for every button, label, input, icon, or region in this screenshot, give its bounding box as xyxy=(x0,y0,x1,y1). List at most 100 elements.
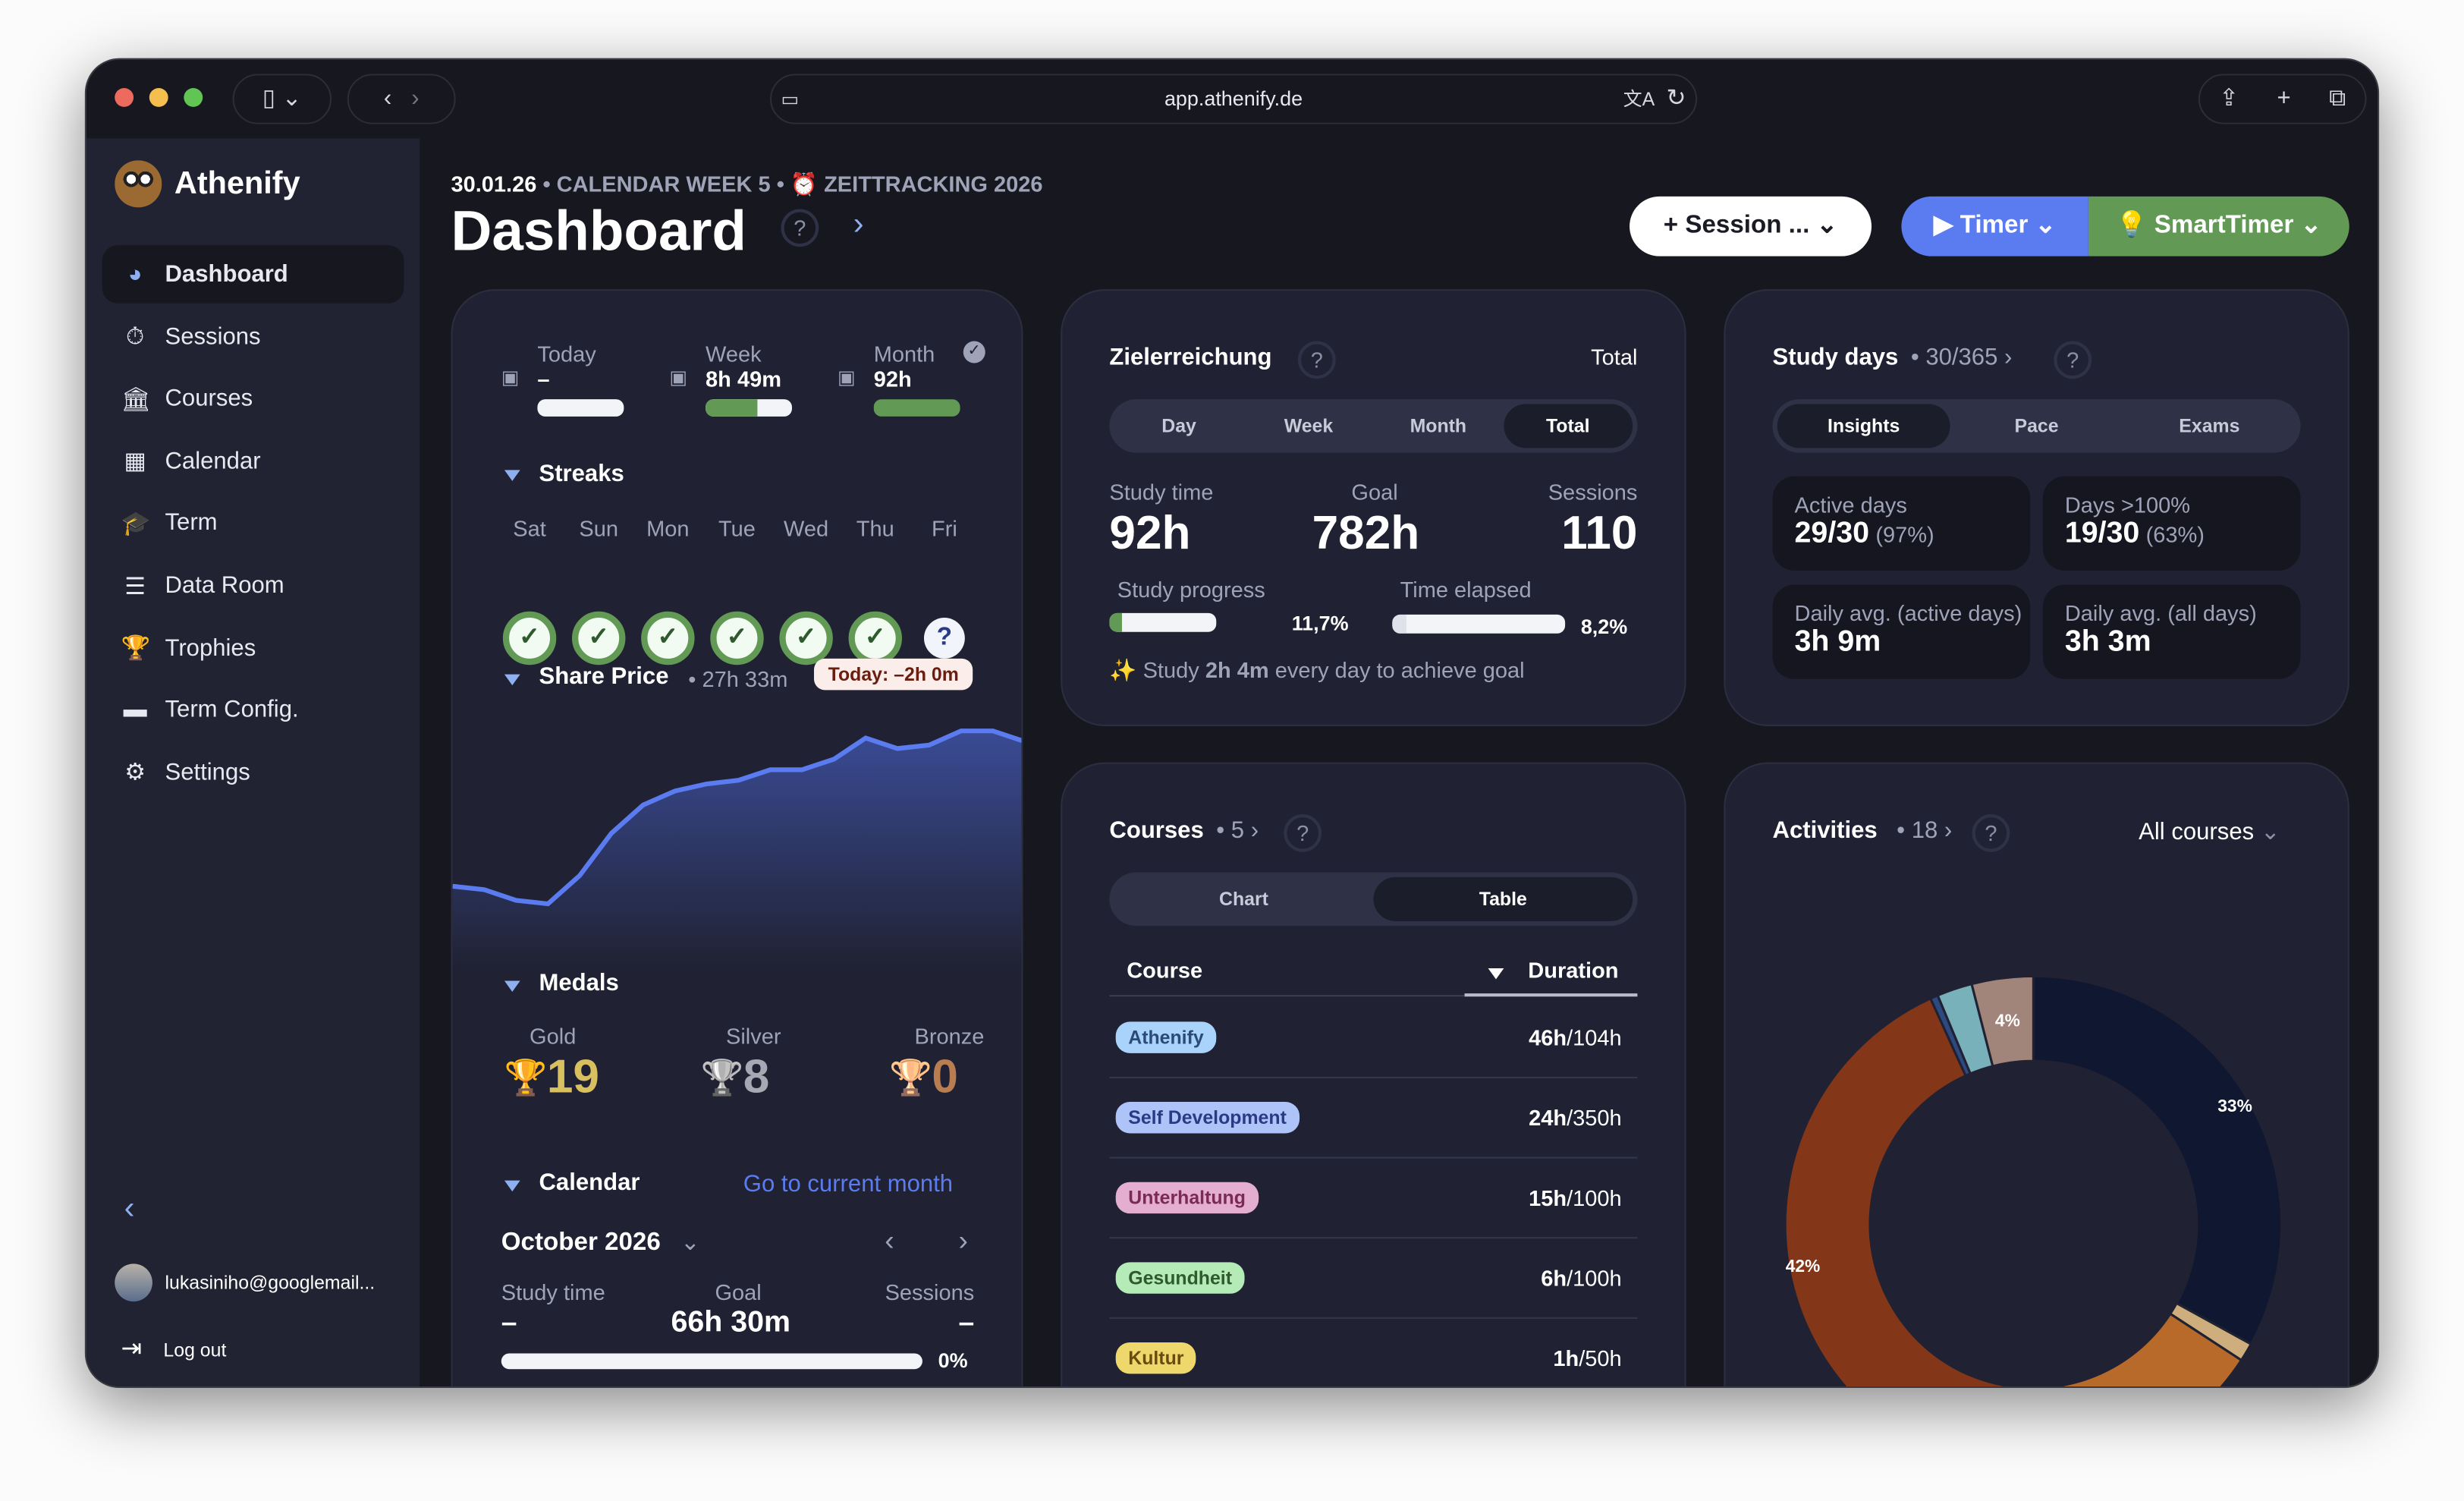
share-icon[interactable]: ⇪ xyxy=(2219,84,2239,112)
address-bar[interactable]: ▭ app.athenify.de 文A ↻ xyxy=(769,74,1698,124)
streak-check-icon[interactable]: ✓ xyxy=(502,611,557,666)
insight-label: Daily avg. (active days) xyxy=(1794,600,2022,626)
calendar-title[interactable]: Calendar xyxy=(539,1169,640,1197)
donut-slice[interactable] xyxy=(1970,974,2035,1068)
streak-check-icon[interactable]: ✓ xyxy=(848,611,902,666)
sidebar-item-calendar[interactable]: ▦ Calendar xyxy=(102,432,404,490)
previous-month-icon[interactable]: ‹ xyxy=(885,1224,894,1257)
table-row[interactable]: Kultur 1h/50h xyxy=(1109,1319,1637,1386)
share-price-title[interactable]: Share Price xyxy=(539,663,669,691)
user-avatar[interactable] xyxy=(115,1263,152,1302)
translate-icon[interactable]: 文A xyxy=(1623,87,1655,110)
donut-slice[interactable] xyxy=(2015,1312,2243,1388)
help-icon[interactable]: ? xyxy=(1972,813,2010,852)
chevron-right-icon[interactable]: › xyxy=(853,207,864,242)
help-icon[interactable]: ? xyxy=(1297,341,1336,379)
streak-check-icon[interactable]: ✓ xyxy=(571,611,626,666)
streaks-title[interactable]: Streaks xyxy=(539,460,624,488)
reload-icon[interactable]: ↻ xyxy=(1666,84,1686,112)
minimize-window-button[interactable] xyxy=(149,87,168,107)
go-to-current-month-link[interactable]: Go to current month xyxy=(743,1171,954,1198)
help-icon[interactable]: ? xyxy=(1284,813,1322,852)
donut-slice[interactable] xyxy=(1784,996,2022,1388)
next-month-icon[interactable]: › xyxy=(958,1224,968,1257)
study-days-count-link[interactable]: • 30/365 › xyxy=(1910,344,2013,371)
insight-value: 3h 9m xyxy=(1794,625,1881,659)
course-filter-dropdown[interactable]: All courses ⌄ xyxy=(2139,817,2280,845)
back-icon[interactable]: ‹ xyxy=(383,84,392,112)
tabs-overview-icon[interactable]: ⧉ xyxy=(2329,84,2346,112)
donut-slice[interactable] xyxy=(2032,974,2283,1346)
calendar-goal-label: Goal xyxy=(715,1279,762,1305)
streak-unknown-icon[interactable]: ? xyxy=(923,618,965,659)
sidebar-item-data-room[interactable]: ☰ Data Room xyxy=(102,556,404,615)
sidebar-item-term-config[interactable]: ▬ Term Config. xyxy=(102,681,404,739)
close-window-button[interactable] xyxy=(115,87,134,107)
time-elapsed-bar xyxy=(1392,614,1566,634)
plus-icon: + xyxy=(1663,212,1679,239)
help-icon[interactable]: ? xyxy=(781,209,819,247)
user-email[interactable]: lukasiniho@googlemail... xyxy=(165,1271,376,1294)
overview-card: ▣ Today – ▣ Week 8h 49m ▣ Month ✓ 92h Streaks Sat… xyxy=(451,289,1023,1386)
help-icon[interactable]: ? xyxy=(2054,341,2092,379)
collapse-triangle-icon[interactable] xyxy=(504,674,520,686)
chevron-down-icon[interactable]: ⌄ xyxy=(680,1229,700,1257)
course-tag[interactable]: Self Development xyxy=(1115,1102,1300,1134)
logout-link[interactable]: Log out xyxy=(163,1339,227,1361)
sidebar-item-trophies[interactable]: 🏆 Trophies xyxy=(102,618,404,677)
add-session-button[interactable]: + Session ... ⌄ xyxy=(1630,196,1872,256)
course-tag[interactable]: Kultur xyxy=(1115,1342,1197,1374)
sort-descending-icon[interactable] xyxy=(1488,968,1504,980)
tab-chart[interactable]: Chart xyxy=(1219,888,1268,911)
sidebar-item-term[interactable]: 🎓 Term xyxy=(102,494,404,552)
smart-timer-button[interactable]: 💡 SmartTimer ⌄ xyxy=(2088,196,2349,256)
forward-icon[interactable]: › xyxy=(411,84,420,112)
tab-day[interactable]: Day xyxy=(1161,414,1196,437)
logout-icon[interactable]: ⇥ xyxy=(121,1336,143,1363)
chevron-down-icon: ⌄ xyxy=(2300,212,2322,239)
streak-check-icon[interactable]: ✓ xyxy=(710,611,764,666)
tab-pace[interactable]: Pace xyxy=(2014,414,2059,437)
table-row[interactable]: Gesundheit 6h/100h xyxy=(1109,1238,1638,1319)
courses-count-link[interactable]: • 5 › xyxy=(1216,817,1259,845)
page-menu-icon[interactable]: ▭ xyxy=(781,87,799,110)
collapse-triangle-icon[interactable] xyxy=(504,1180,520,1192)
streak-check-icon[interactable]: ✓ xyxy=(779,611,833,666)
sidebar-item-dashboard[interactable]: ◕ Dashboard xyxy=(102,245,404,304)
course-tag[interactable]: Athenify xyxy=(1115,1021,1217,1053)
streak-check-icon[interactable]: ✓ xyxy=(641,611,695,666)
sidebar-toggle-button[interactable]: ▯ ⌄ xyxy=(232,74,332,124)
sidebar-item-settings[interactable]: ⚙ Settings xyxy=(102,743,404,801)
sidebar-item-courses[interactable]: 🏛 Courses xyxy=(102,370,404,428)
table-row[interactable]: Self Development 24h/350h xyxy=(1109,1078,1638,1159)
course-tag[interactable]: Gesundheit xyxy=(1115,1262,1245,1294)
share-price-area xyxy=(452,731,1022,967)
term-name[interactable]: ZEITTRACKING 2026 xyxy=(824,171,1043,197)
medals-title[interactable]: Medals xyxy=(539,970,619,997)
collapse-sidebar-icon[interactable]: ‹ xyxy=(124,1191,135,1226)
zoom-window-button[interactable] xyxy=(184,87,203,107)
stat-value-month: 92h xyxy=(873,366,912,392)
course-column-header[interactable]: Course xyxy=(1127,957,1203,983)
tab-insights[interactable]: Insights xyxy=(1777,404,1950,448)
timer-button[interactable]: ▶ Timer ⌄ xyxy=(1901,196,2088,256)
activities-count-link[interactable]: • 18 › xyxy=(1897,817,1953,845)
collapse-triangle-icon[interactable] xyxy=(504,470,520,481)
tab-month[interactable]: Month xyxy=(1410,414,1467,437)
donut-slice-label: 33% xyxy=(2217,1096,2252,1116)
table-row[interactable]: Unterhaltung 15h/100h xyxy=(1109,1159,1638,1239)
sidebar-item-label: Data Room xyxy=(165,571,284,599)
study-days-count: 30/365 xyxy=(1925,344,1998,371)
tab-exams[interactable]: Exams xyxy=(2179,414,2240,437)
course-tag[interactable]: Unterhaltung xyxy=(1115,1182,1259,1214)
tab-week[interactable]: Week xyxy=(1284,414,1334,437)
duration-column-header[interactable]: Duration xyxy=(1528,957,1619,983)
tab-table[interactable]: Table xyxy=(1373,876,1633,921)
sidebar-item-sessions[interactable]: ⏱ Sessions xyxy=(102,307,404,366)
tip-bold: 2h 4m xyxy=(1205,656,1269,682)
collapse-triangle-icon[interactable] xyxy=(504,980,520,993)
month-selector[interactable]: October 2026 xyxy=(501,1229,661,1257)
tab-total[interactable]: Total xyxy=(1503,404,1633,448)
table-row[interactable]: Athenify 46h/104h xyxy=(1109,998,1638,1078)
new-tab-icon[interactable]: + xyxy=(2277,84,2291,112)
